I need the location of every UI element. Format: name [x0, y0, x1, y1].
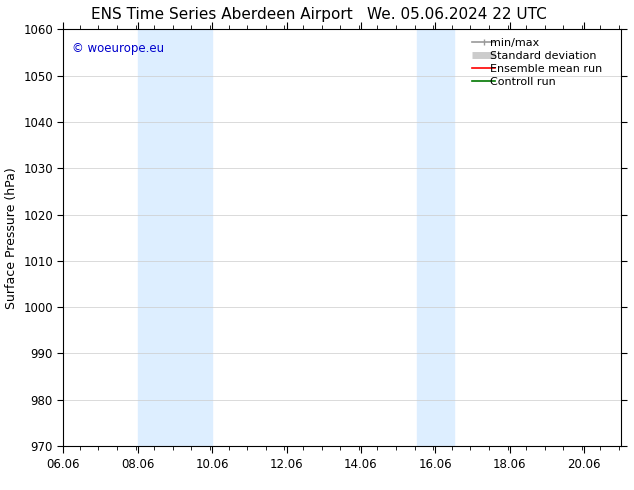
- Bar: [138, 29, 212, 446]
- Y-axis label: Surface Pressure (hPa): Surface Pressure (hPa): [4, 167, 18, 309]
- Text: ENS Time Series Aberdeen Airport: ENS Time Series Aberdeen Airport: [91, 7, 353, 23]
- Text: We. 05.06.2024 22 UTC: We. 05.06.2024 22 UTC: [366, 7, 547, 23]
- Legend: min/max, Standard deviation, Ensemble mean run, Controll run: min/max, Standard deviation, Ensemble me…: [469, 35, 616, 90]
- Bar: [417, 29, 454, 446]
- Text: © woeurope.eu: © woeurope.eu: [72, 42, 164, 55]
